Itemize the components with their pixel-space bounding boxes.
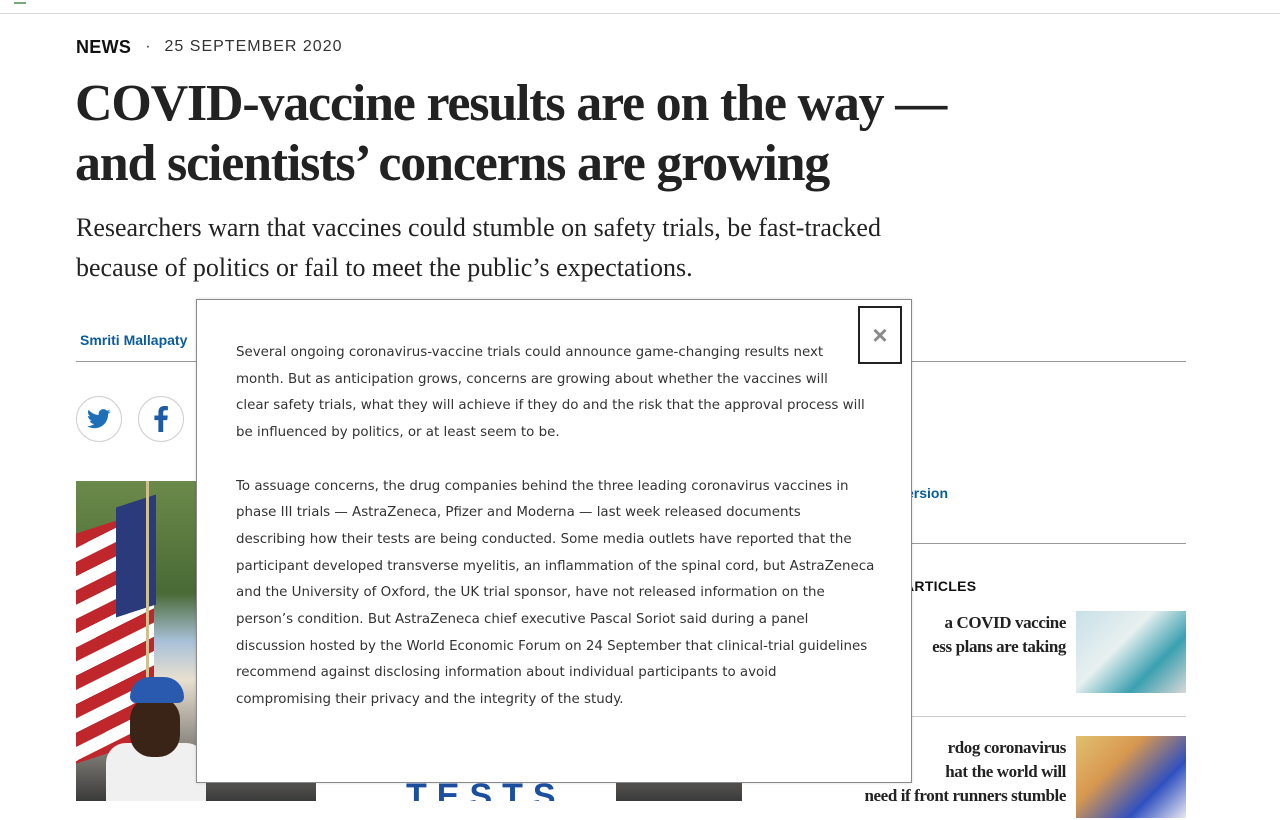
related-title-line: need if front runners stumble	[864, 786, 1066, 805]
modal-text-line: clear safety trials, what they will achi…	[236, 398, 865, 414]
person-cap	[130, 677, 184, 703]
browser-top-strip	[0, 0, 1280, 14]
tab-icon	[14, 0, 26, 4]
related-title-line: rdog coronavirus	[947, 738, 1067, 757]
related-articles-heading: ARTICLES	[904, 578, 977, 594]
related-article-title[interactable]: a COVID vaccine ess plans are taking	[840, 611, 1066, 659]
article-title: COVID-vaccine results are on the way — a…	[75, 74, 1035, 194]
standfirst-line: Researchers warn that vaccines could stu…	[76, 213, 881, 242]
article-meta: NEWS · 25 SEPTEMBER 2020	[76, 36, 343, 58]
sidebar-pdf-version-link[interactable]: ersion	[906, 485, 949, 501]
modal-text-line: Several ongoing coronavirus-vaccine tria…	[236, 345, 824, 360]
protest-sign	[316, 781, 616, 801]
article-standfirst: Researchers warn that vaccines could stu…	[76, 208, 1036, 288]
twitter-icon	[87, 409, 111, 429]
modal-text-line: be influenced by politics, or at least s…	[236, 425, 560, 441]
article-title-line: and scientists’ concerns are growing	[75, 135, 830, 192]
share-facebook-button[interactable]	[138, 396, 184, 442]
modal-text-line: and the University of Oxford, the UK tri…	[236, 585, 825, 601]
facebook-icon	[154, 406, 168, 432]
related-title-line: a COVID vaccine	[944, 613, 1067, 632]
modal-text-line: person’s condition. But AstraZeneca chie…	[236, 612, 809, 628]
article-type-label: NEWS	[76, 36, 132, 57]
modal-text-line: discussion hosted by the World Economic …	[236, 638, 868, 654]
modal-body: Several ongoing coronavirus-vaccine tria…	[236, 340, 876, 741]
meta-separator: ·	[145, 38, 151, 55]
modal-text-line: phase III trials — AstraZeneca, Pfizer a…	[236, 505, 801, 521]
modal-text-line: describing how their tests are being con…	[236, 531, 852, 547]
modal-text-line: To assuage concerns, the drug companies …	[236, 478, 849, 494]
modal-paragraph: Several ongoing coronavirus-vaccine tria…	[236, 340, 876, 447]
related-article-thumbnail[interactable]	[1076, 611, 1186, 693]
article-preview-modal: × Several ongoing coronavirus-vaccine tr…	[196, 299, 912, 783]
related-divider	[840, 716, 1186, 717]
share-twitter-button[interactable]	[76, 396, 122, 442]
modal-text-line: recommend against disclosing information…	[236, 665, 777, 681]
modal-close-button[interactable]: ×	[858, 306, 902, 364]
article-date: 25 SEPTEMBER 2020	[164, 38, 343, 55]
flag-pole	[146, 481, 149, 801]
related-title-line: ess plans are taking	[932, 637, 1066, 656]
modal-paragraph: To assuage concerns, the drug companies …	[236, 474, 876, 714]
related-title-line: hat the world will	[945, 762, 1066, 781]
author-link[interactable]: Smriti Mallapaty	[80, 332, 188, 348]
modal-text-line: participant developed transverse myeliti…	[236, 558, 875, 574]
standfirst-line: because of politics or fail to meet the …	[76, 253, 693, 282]
person-head	[130, 697, 180, 757]
modal-text-line: month. But as anticipation grows, concer…	[236, 371, 828, 387]
sidebar-divider	[840, 543, 1186, 544]
flag-union-shape	[116, 494, 156, 618]
article-title-line: COVID-vaccine results are on the way —	[75, 75, 947, 132]
protest-sign-text: TESTS	[406, 777, 566, 801]
close-icon: ×	[872, 320, 888, 350]
related-article-item[interactable]: a COVID vaccine ess plans are taking	[840, 611, 1186, 695]
modal-text-line: compromising their privacy and the integ…	[236, 692, 624, 708]
related-article-thumbnail[interactable]	[1076, 736, 1186, 818]
